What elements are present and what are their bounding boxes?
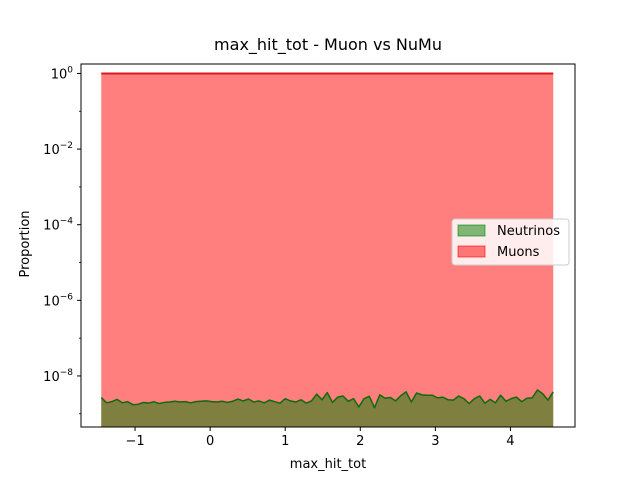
x-tick-label: 3 bbox=[431, 434, 439, 449]
axes-frame bbox=[80, 63, 576, 428]
y-tick-label: 10−8 bbox=[43, 368, 73, 385]
legend-label-neutrinos: Neutrinos bbox=[497, 224, 560, 239]
legend-label-muons: Muons bbox=[497, 245, 540, 260]
neutrinos-area bbox=[101, 389, 554, 427]
neutrinos-line bbox=[100, 389, 554, 409]
legend: Neutrinos Muons bbox=[451, 218, 570, 266]
x-tick-label: 0 bbox=[206, 434, 214, 449]
muons-area bbox=[101, 73, 554, 427]
legend-swatch-neutrinos bbox=[457, 224, 486, 237]
x-axis: −1 0 1 2 3 4 bbox=[125, 427, 515, 449]
y-tick-label: 10−4 bbox=[43, 217, 73, 234]
x-tick-label: 2 bbox=[356, 434, 364, 449]
y-axis: 100 10−2 10−4 10−6 10−8 bbox=[43, 65, 81, 415]
x-axis-label: max_hit_tot bbox=[290, 457, 366, 472]
y-tick-label: 10−2 bbox=[43, 141, 73, 158]
legend-swatch-muons bbox=[457, 245, 486, 258]
x-tick-label: −1 bbox=[125, 434, 144, 449]
plot-area bbox=[100, 72, 554, 427]
y-axis-label: Proportion bbox=[18, 210, 33, 277]
y-tick-label: 100 bbox=[51, 65, 74, 82]
x-tick-label: 1 bbox=[281, 434, 289, 449]
x-tick-label: 4 bbox=[506, 434, 514, 449]
y-tick-label: 10−6 bbox=[43, 292, 73, 309]
chart-title: max_hit_tot - Muon vs NuMu bbox=[214, 35, 442, 55]
